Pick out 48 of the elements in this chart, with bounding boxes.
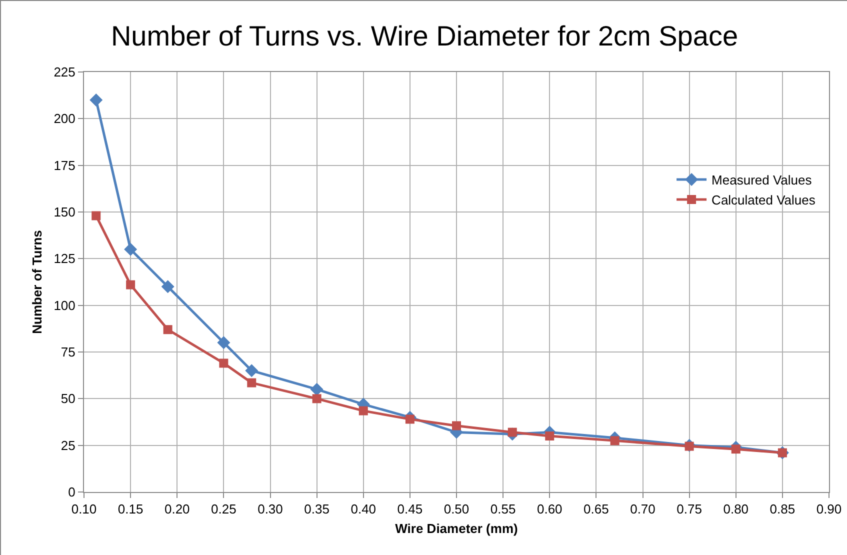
point [126, 280, 136, 290]
legend-label: Measured Values [712, 172, 812, 188]
x-tick-label: 0.35 [304, 502, 330, 517]
point [245, 364, 258, 378]
x-tick-label: 0.30 [258, 502, 283, 517]
point [610, 436, 620, 446]
x-axis-title: Wire Diameter (mm) [395, 521, 518, 536]
point [219, 358, 228, 368]
x-tick-label: 0.40 [350, 502, 376, 517]
point [90, 94, 103, 106]
point [161, 280, 174, 294]
point [358, 406, 368, 416]
point [545, 432, 554, 440]
y-tick-label: 50 [60, 391, 76, 406]
x-tick-label: 0.80 [723, 502, 749, 517]
x-tick-label: 0.75 [676, 502, 702, 517]
y-axis-title: Number of Turns [30, 230, 45, 334]
y-tick-label: 100 [54, 298, 76, 313]
point [163, 325, 172, 334]
y-tick-label: 75 [60, 344, 76, 360]
point [217, 336, 230, 350]
y-tick-label: 175 [54, 158, 76, 173]
y-tick-label: 225 [54, 64, 76, 80]
legend-label: Calculated Values [712, 192, 816, 208]
point [312, 394, 322, 404]
x-tick-label: 0.50 [444, 502, 470, 517]
point [92, 211, 101, 220]
y-tick-label: 200 [54, 111, 76, 126]
x-tick-label: 0.45 [397, 502, 423, 517]
point [310, 382, 324, 396]
x-tick-label: 0.55 [490, 502, 516, 517]
chart-title: Number of Turns vs. Wire Diameter for 2cm Space [110, 20, 738, 52]
x-tick-label: 0.15 [118, 502, 144, 517]
point [452, 421, 461, 430]
x-tick-label: 0.70 [630, 502, 656, 517]
x-tick-label: 0.10 [71, 502, 97, 517]
x-tick-label: 0.60 [536, 502, 562, 517]
x-tick-label: 0.25 [211, 502, 236, 517]
point [247, 378, 256, 388]
y-tick-label: 0 [68, 484, 76, 500]
x-tick-label: 0.20 [164, 502, 190, 517]
x-tick-label: 0.85 [770, 502, 796, 517]
y-tick-label: 150 [54, 204, 76, 220]
y-tick-label: 25 [60, 438, 76, 453]
x-tick-label: 0.65 [584, 502, 609, 517]
x-tick-label: 0.90 [816, 502, 842, 517]
point [124, 242, 138, 256]
y-tick-label: 125 [54, 251, 76, 266]
